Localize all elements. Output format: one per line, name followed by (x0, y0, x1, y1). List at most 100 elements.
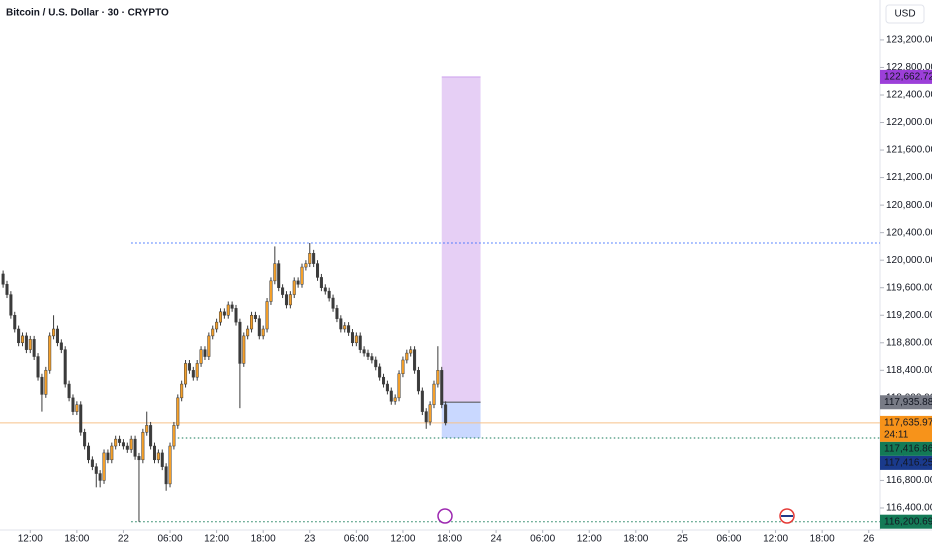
candle-body (48, 335, 52, 371)
candle-body (265, 301, 269, 330)
candle-body (133, 438, 137, 457)
candle-body (114, 438, 118, 447)
candle-body (339, 318, 343, 330)
candle-body (110, 445, 114, 461)
candle-body (269, 280, 273, 302)
x-tick-label: 22 (118, 534, 130, 545)
candle-body (13, 314, 17, 330)
candle-body (413, 349, 417, 371)
candle-body (40, 376, 44, 395)
x-tick-label: 24 (491, 534, 503, 545)
price-label-box (880, 395, 932, 410)
x-tick-label: 18:00 (251, 534, 276, 545)
x-tick-label: 18:00 (437, 534, 462, 545)
candle-body (393, 397, 397, 402)
y-tick-label: 121,600.00 (886, 145, 932, 156)
candle-body (222, 311, 226, 316)
candle-body (327, 290, 331, 299)
candle-body (246, 328, 250, 337)
candle-body (17, 328, 21, 344)
y-tick-label: 119,600.00 (886, 282, 932, 293)
candle-body (401, 359, 405, 375)
x-tick-label: 25 (677, 534, 689, 545)
x-tick-label: 06:00 (158, 534, 183, 545)
candle-body (436, 370, 440, 385)
stop-zone (441, 402, 481, 438)
candle-body (405, 352, 409, 361)
candle-body (218, 311, 222, 323)
candle-body (172, 425, 176, 447)
candle-body (79, 404, 83, 433)
candle-body (250, 314, 254, 330)
x-tick-label: 12:00 (577, 534, 602, 545)
candle-body (24, 335, 28, 350)
candle-body (362, 349, 366, 354)
candle-body (211, 328, 215, 337)
candle-body (273, 263, 277, 282)
candle-body (1, 273, 5, 285)
candle-body (284, 294, 288, 306)
currency-box[interactable] (885, 4, 925, 24)
candle-body (350, 332, 354, 344)
candle-body (253, 314, 257, 319)
candle-body (382, 376, 386, 385)
candle-body (261, 328, 265, 337)
candle-body (347, 325, 351, 333)
y-tick-label: 120,400.00 (886, 227, 932, 238)
candle-body (106, 452, 110, 461)
candle-body (409, 349, 413, 354)
y-tick-label: 118,800.00 (886, 337, 932, 348)
candle-body (323, 287, 327, 292)
candle-body (137, 456, 141, 461)
x-tick-label: 06:00 (716, 534, 741, 545)
candle-body (176, 397, 180, 426)
candle-body (281, 287, 285, 295)
candle-body (335, 308, 339, 319)
y-tick-label: 122,000.00 (886, 117, 932, 128)
x-tick-label: 18:00 (64, 534, 89, 545)
candle-body (9, 294, 13, 316)
candle-body (52, 328, 56, 337)
candle-body (160, 452, 164, 467)
candle-body (180, 383, 184, 399)
candle-body (55, 328, 59, 344)
candle-body (141, 432, 145, 461)
candle-body (94, 466, 98, 474)
candle-body (207, 335, 211, 357)
x-tick-label: 06:00 (344, 534, 369, 545)
candle-body (230, 304, 234, 309)
price-countdown: 24:11 (884, 430, 909, 441)
candle-body (86, 445, 91, 461)
currency[interactable]: USD (894, 9, 915, 20)
y-tick-label: 120,000.00 (886, 255, 932, 266)
candle-body (428, 404, 432, 423)
chart-title: Bitcoin / U.S. Dollar · 30 · CRYPTO (6, 8, 169, 19)
candle-body (145, 425, 149, 433)
x-tick-label: 26 (863, 534, 875, 545)
y-tick-label: 121,200.00 (886, 172, 932, 183)
candle-body (354, 335, 358, 344)
candle-body (44, 370, 48, 395)
y-tick-label: 116,400.00 (886, 503, 932, 514)
candle-body (59, 342, 63, 350)
y-tick-label: 116,800.00 (886, 475, 932, 486)
candle-body (28, 339, 32, 350)
candle-body (308, 253, 312, 264)
position-tool (441, 76, 481, 438)
price-label: 117,416.86 (884, 444, 932, 455)
event-icon[interactable] (437, 508, 453, 524)
candle-body (168, 445, 172, 485)
candle-body (234, 308, 238, 323)
candle-body (75, 404, 79, 412)
candle-body (366, 352, 370, 357)
candle-body (358, 335, 362, 350)
candles (1, 242, 448, 522)
candle-body (125, 445, 129, 450)
candle-body (238, 321, 242, 364)
candle-body (121, 442, 125, 447)
y-tick-label: 119,200.00 (886, 310, 932, 321)
x-tick-label: 06:00 (530, 534, 555, 545)
candle-body (156, 452, 160, 461)
